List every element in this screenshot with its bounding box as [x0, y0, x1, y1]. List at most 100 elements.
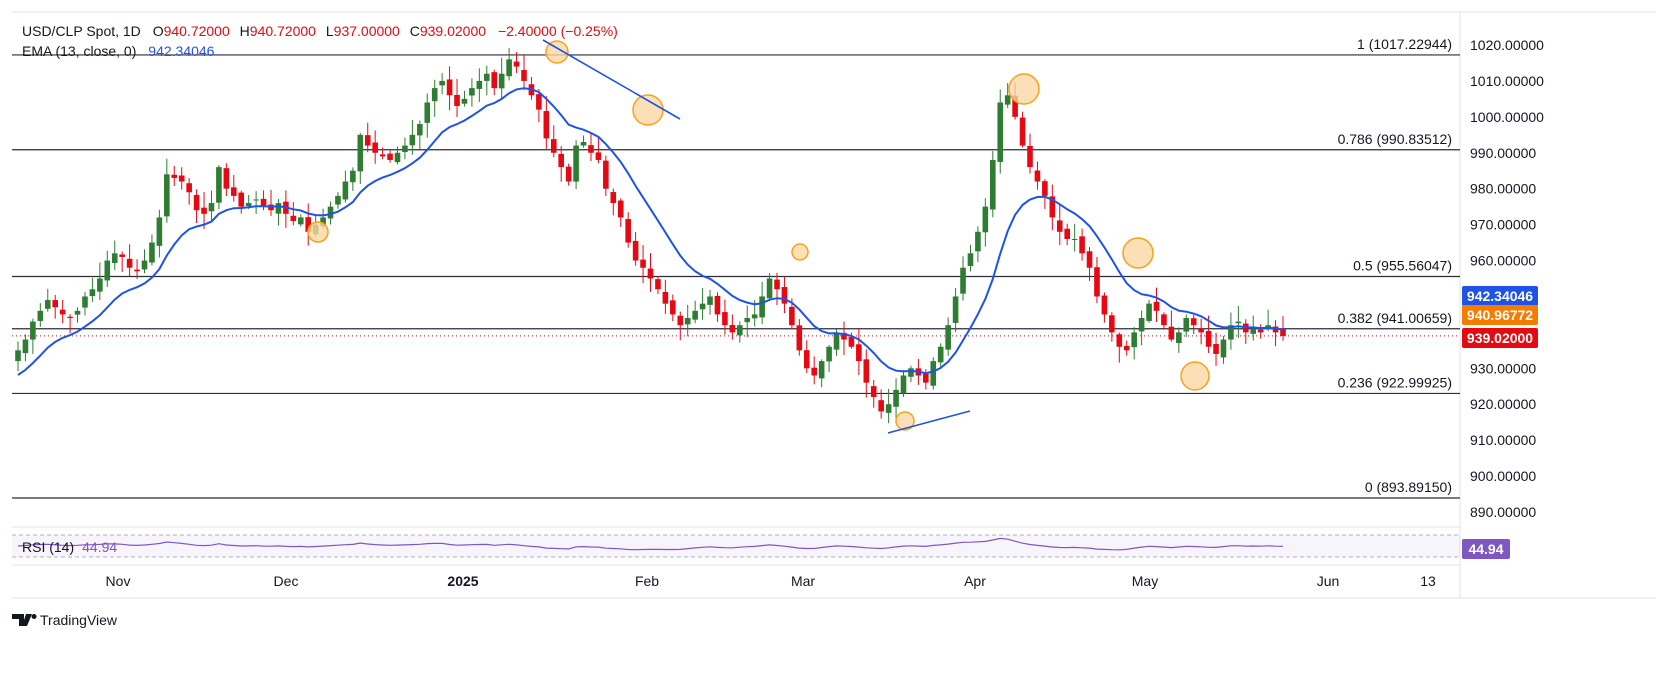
candle-body [342, 181, 349, 200]
candle-body [52, 300, 59, 308]
highlight-circle [1008, 73, 1040, 105]
y-tick-label: 890.00000 [1470, 504, 1536, 520]
candle-body [1190, 318, 1197, 326]
candle-body [253, 199, 259, 201]
candle-body [670, 300, 676, 315]
candle-body [796, 325, 803, 351]
open-value: 940.72000 [164, 23, 230, 39]
candle-body [320, 217, 326, 227]
candle-body [610, 192, 617, 204]
candle-body [156, 217, 163, 246]
y-tick-label: 980.00000 [1470, 181, 1536, 197]
x-tick-label: Mar [791, 573, 815, 589]
candle-body [1198, 328, 1204, 333]
tradingview-wordmark: TradingView [40, 612, 118, 628]
candle-body [1161, 314, 1167, 326]
highlight-circle [895, 411, 915, 431]
candle-body [1153, 301, 1160, 311]
candle-body [1056, 220, 1063, 232]
rsi-line [17, 537, 1284, 551]
candle-body [632, 240, 639, 261]
candle-body [402, 145, 408, 153]
candle-body [662, 291, 669, 304]
candle-body [803, 350, 810, 369]
candle-body [491, 72, 498, 89]
candle-body [930, 361, 937, 386]
candle-body [513, 61, 520, 67]
candle-body [1280, 328, 1286, 336]
candle-body [424, 102, 431, 123]
price-badge-text: 942.34046 [1467, 288, 1533, 304]
candle-body [885, 404, 892, 413]
candle-body [82, 296, 88, 308]
candle-body [811, 367, 818, 376]
candle-body [521, 69, 527, 81]
candle-body [1109, 315, 1115, 333]
tradingview-logo[interactable]: TradingView [12, 612, 118, 628]
candle-body [67, 316, 73, 319]
candle-body [186, 183, 192, 193]
candle-body [1235, 321, 1242, 324]
candle-body [997, 102, 1004, 162]
candle-body [439, 80, 445, 86]
candle-body [1101, 295, 1108, 315]
candle-body [736, 325, 743, 336]
candle-body [238, 192, 245, 207]
time-axis[interactable]: Nov Dec 2025 Feb Mar Apr May Jun 13 [106, 573, 1436, 589]
candle-body [245, 203, 252, 207]
candle-body [878, 400, 884, 412]
highlight-circle [791, 243, 809, 261]
x-tick-label: Nov [106, 573, 131, 589]
candle-body [1257, 329, 1264, 333]
candle-body [1034, 170, 1041, 182]
rsi-label-text: RSI (14) [22, 539, 74, 555]
open-label: O [153, 23, 164, 39]
candle-body [759, 296, 765, 318]
candle-body [446, 79, 453, 96]
annotations [307, 39, 1210, 434]
candle-body [833, 332, 840, 350]
candle-body [30, 321, 36, 340]
candle-body [97, 278, 103, 292]
candle-body [22, 339, 29, 354]
candle-body [1042, 181, 1048, 196]
rsi-label: RSI (14) 44.94 [22, 539, 117, 555]
candle-body [59, 309, 66, 315]
legend-line-1: USD/CLP Spot, 1D O940.72000 H940.72000 L… [22, 23, 618, 39]
candle-body [967, 253, 974, 266]
candle-body [595, 152, 602, 160]
candle-body [684, 318, 691, 325]
candle-body [44, 300, 51, 309]
candle-body [1183, 318, 1190, 332]
price-badge [1462, 328, 1538, 348]
change-value: −2.40000 (−0.25%) [498, 23, 618, 39]
candle-body [134, 269, 140, 272]
fib-label: 0.5 (955.56047) [1353, 257, 1452, 273]
y-tick-label: 1000.00000 [1470, 109, 1544, 125]
candle-body [893, 389, 899, 407]
candle-body [558, 153, 565, 168]
candle-body [826, 346, 832, 362]
candle-body [640, 259, 646, 268]
candle-body [74, 310, 81, 315]
highlight-circle [632, 94, 664, 126]
candle-body [722, 312, 728, 326]
candle-body [193, 194, 200, 211]
rsi-pane[interactable]: RSI (14) 44.94 44.94 [12, 534, 1510, 559]
fib-label: 0.786 (990.83512) [1338, 131, 1452, 147]
candle-body [260, 198, 267, 207]
low-label: L [326, 23, 334, 39]
close-value: 939.02000 [420, 23, 486, 39]
y-tick-label: 900.00000 [1470, 468, 1536, 484]
candle-body [937, 346, 944, 363]
ema-value: 942.34046 [148, 43, 214, 59]
candle-body [863, 359, 870, 383]
candle-body [818, 361, 825, 379]
candle-body [841, 332, 847, 340]
candle-body [1064, 228, 1071, 239]
candle-body [469, 88, 475, 96]
candle-body [1123, 345, 1130, 351]
highlight-circle [1180, 361, 1210, 391]
candle-body [111, 253, 118, 264]
